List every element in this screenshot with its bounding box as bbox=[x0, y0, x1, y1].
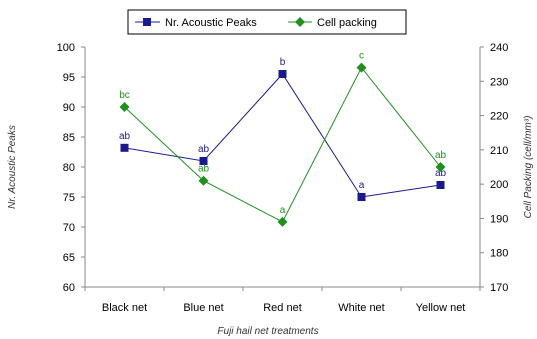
left-tick-label: 80 bbox=[63, 162, 75, 174]
legend: Nr. Acoustic Peaks Cell packing bbox=[128, 10, 406, 34]
left-tick-label: 75 bbox=[63, 192, 75, 204]
data-label: b bbox=[280, 57, 286, 68]
legend-label-cell-packing: Cell packing bbox=[317, 17, 377, 29]
left-tick-label: 65 bbox=[63, 252, 75, 264]
left-tick-label: 95 bbox=[63, 72, 75, 84]
series-line bbox=[125, 74, 441, 197]
right-tick-label: 190 bbox=[490, 213, 508, 225]
series-line bbox=[125, 68, 441, 222]
right-tick-label: 230 bbox=[490, 76, 508, 88]
right-tick-label: 170 bbox=[490, 282, 508, 294]
data-label: a bbox=[359, 180, 365, 191]
data-label: ab bbox=[119, 131, 131, 142]
x-tick-label: Black net bbox=[102, 302, 147, 314]
x-axis-title: Fuji hail net treatments bbox=[217, 326, 318, 337]
data-label: c bbox=[359, 51, 364, 62]
right-tick-label: 200 bbox=[490, 179, 508, 191]
data-point-diamond bbox=[278, 217, 288, 227]
x-tick-label: White net bbox=[338, 302, 384, 314]
left-tick-label: 100 bbox=[57, 42, 75, 54]
series-acoustic-peaks: ab ab b a ab bbox=[119, 57, 447, 201]
right-tick-label: 220 bbox=[490, 111, 508, 123]
x-tick-label: Blue net bbox=[183, 302, 223, 314]
left-tick-label: 60 bbox=[63, 282, 75, 294]
legend-label-acoustic-peaks: Nr. Acoustic Peaks bbox=[165, 17, 257, 29]
left-tick-label: 70 bbox=[63, 222, 75, 234]
data-point-diamond bbox=[357, 63, 367, 73]
data-label: bc bbox=[119, 90, 130, 101]
axes bbox=[85, 47, 480, 287]
left-axis-ticks: 60 65 70 75 80 85 90 95 100 bbox=[57, 42, 85, 294]
right-tick-label: 240 bbox=[490, 42, 508, 54]
data-label: a bbox=[280, 205, 286, 216]
x-tick-label: Yellow net bbox=[416, 302, 466, 314]
legend-marker-square bbox=[143, 18, 151, 26]
data-point-square bbox=[358, 193, 366, 201]
data-label: ab bbox=[435, 150, 447, 161]
data-label: ab bbox=[198, 144, 210, 155]
data-point-square bbox=[437, 181, 445, 189]
data-label: ab bbox=[198, 164, 210, 175]
x-axis-ticks: Black net Blue net Red net White net Yellow … bbox=[85, 287, 480, 314]
y-axis-title: Nr. Acoustic Peaks bbox=[7, 125, 18, 209]
left-tick-label: 90 bbox=[63, 102, 75, 114]
right-axis-ticks: 170 180 190 200 210 220 230 240 bbox=[480, 42, 508, 294]
right-tick-label: 180 bbox=[490, 248, 508, 260]
x-tick-label: Red net bbox=[263, 302, 302, 314]
data-point-square bbox=[121, 144, 129, 152]
right-tick-label: 210 bbox=[490, 145, 508, 157]
left-tick-label: 85 bbox=[63, 132, 75, 144]
data-point-square bbox=[279, 70, 287, 78]
y2-axis-title: Cell Packing (cell/mm³) bbox=[523, 116, 534, 219]
